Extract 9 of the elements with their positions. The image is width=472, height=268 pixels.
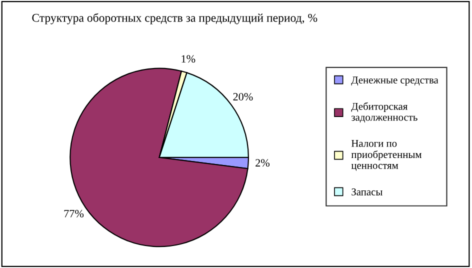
legend-label: Денежные средства <box>351 76 438 86</box>
data-label: 77% <box>64 210 84 218</box>
legend-label: Дебиторская задолженность <box>351 102 418 123</box>
data-label: 2% <box>256 159 270 167</box>
data-label: 20% <box>233 93 253 101</box>
legend-label: Запасы <box>352 188 382 196</box>
data-label: 1% <box>182 55 196 63</box>
legend-label: Налоги по приобретенным ценностям <box>351 140 422 171</box>
chart-title: Структура оборотных средств за предыдущий период, % <box>32 13 318 24</box>
